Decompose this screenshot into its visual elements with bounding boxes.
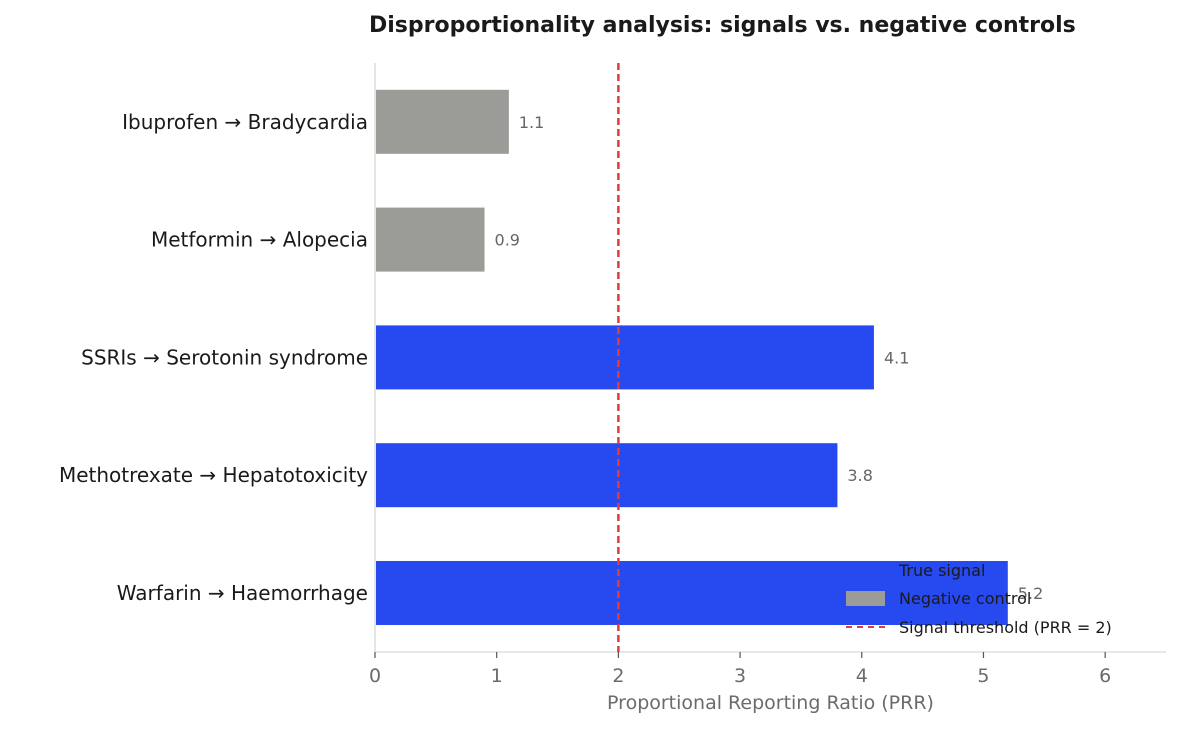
y-tick-label: Ibuprofen → Bradycardia (122, 110, 368, 134)
legend-swatch-negative-control (846, 591, 885, 607)
legend-swatch-true-signal (846, 562, 885, 578)
bar (376, 207, 485, 272)
chart-title: Disproportionality analysis: signals vs.… (369, 13, 1076, 38)
legend-item-threshold: Signal threshold (PRR = 2) (846, 613, 1112, 642)
bar-value-label: 0.9 (495, 231, 520, 250)
legend-label-negative-control: Negative control (899, 589, 1032, 609)
x-tick-label: 1 (491, 665, 503, 687)
x-tick-label: 2 (612, 665, 624, 687)
y-tick-label: Metformin → Alopecia (151, 228, 368, 252)
x-tick-label: 3 (734, 665, 746, 687)
x-tick-label: 0 (369, 665, 381, 687)
legend-label-threshold: Signal threshold (PRR = 2) (899, 617, 1112, 637)
legend-line-threshold (846, 626, 885, 629)
x-tick-label: 5 (977, 665, 989, 687)
bar-value-label: 5.2 (1018, 584, 1043, 603)
y-tick-label: Warfarin → Haemorrhage (117, 581, 368, 605)
bar (376, 89, 509, 154)
x-tick-label: 4 (856, 665, 868, 687)
bar (376, 561, 1008, 625)
y-tick-label: Methotrexate → Hepatotoxicity (59, 463, 368, 487)
bar-value-label: 4.1 (884, 348, 909, 367)
bar-value-label: 3.8 (847, 466, 872, 485)
legend-item-true-signal: True signal (846, 556, 1112, 585)
legend-item-negative-control: Negative control (846, 585, 1112, 614)
bar (376, 443, 838, 508)
y-tick-label: SSRIs → Serotonin syndrome (81, 345, 368, 369)
bar (376, 325, 874, 390)
x-axis-label: Proportional Reporting Ratio (PRR) (607, 692, 934, 714)
bar-value-label: 1.1 (519, 113, 544, 132)
legend-label-true-signal: True signal (899, 560, 986, 580)
legend: True signal Negative control Signal thre… (846, 556, 1112, 642)
x-tick-label: 6 (1099, 665, 1111, 687)
